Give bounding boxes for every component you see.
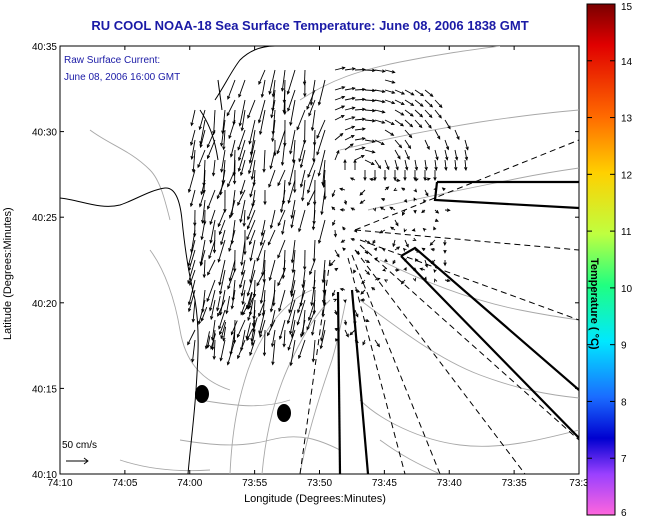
x-axis-title: Longitude (Degrees:Minutes) xyxy=(244,493,386,505)
annotation-line2: June 08, 2006 16:00 GMT xyxy=(64,72,180,83)
annotation-line1: Raw Surface Current: xyxy=(64,55,160,66)
colorbar-tick-label: 14 xyxy=(621,57,633,68)
station-marker xyxy=(277,404,291,422)
y-tick-label: 40:20 xyxy=(32,299,57,310)
y-tick-label: 40:15 xyxy=(32,384,57,395)
radial-dashed-lines xyxy=(299,139,579,474)
x-tick-label: 73:50 xyxy=(307,478,332,489)
station-marker xyxy=(195,385,209,403)
colorbar-tick-label: 12 xyxy=(621,170,633,181)
x-tick-label: 73:3 xyxy=(569,478,589,489)
y-axis-title: Latitude (Degrees:Minutes) xyxy=(2,207,14,340)
x-tick-label: 73:55 xyxy=(242,478,267,489)
y-tick-label: 40:25 xyxy=(32,213,57,224)
colorbar-tick-label: 10 xyxy=(621,284,633,295)
x-tick-label: 74:00 xyxy=(177,478,202,489)
colorbar-tick-label: 13 xyxy=(621,114,633,125)
colorbar-tick-label: 11 xyxy=(621,227,632,238)
y-tick-label: 40:35 xyxy=(32,42,57,53)
colorbar-label: Temperature ( °C) xyxy=(588,258,600,350)
x-tick-label: 73:45 xyxy=(372,478,397,489)
y-tick-label: 40:10 xyxy=(32,470,57,481)
colorbar-tick-label: 15 xyxy=(621,2,633,13)
colorbar-tick-label: 7 xyxy=(621,454,627,465)
colorbar xyxy=(586,3,616,516)
x-tick-label: 73:35 xyxy=(502,478,527,489)
x-tick-label: 73:40 xyxy=(437,478,462,489)
scale-arrow xyxy=(66,457,89,465)
colorbar-tick-label: 9 xyxy=(621,341,627,352)
x-tick-label: 74:10 xyxy=(47,478,72,489)
bathymetry-contours xyxy=(89,46,579,474)
colorbar-tick-label: 6 xyxy=(621,508,627,519)
survey-boxes xyxy=(336,180,579,474)
scale-label: 50 cm/s xyxy=(62,440,97,451)
colorbar-tick-label: 8 xyxy=(621,397,627,408)
x-tick-label: 74:05 xyxy=(112,478,137,489)
map-frame xyxy=(59,45,580,475)
y-tick-label: 40:30 xyxy=(32,128,57,139)
current-vectors xyxy=(187,66,469,367)
page-title: RU COOL NOAA-18 Sea Surface Temperature:… xyxy=(91,18,529,33)
